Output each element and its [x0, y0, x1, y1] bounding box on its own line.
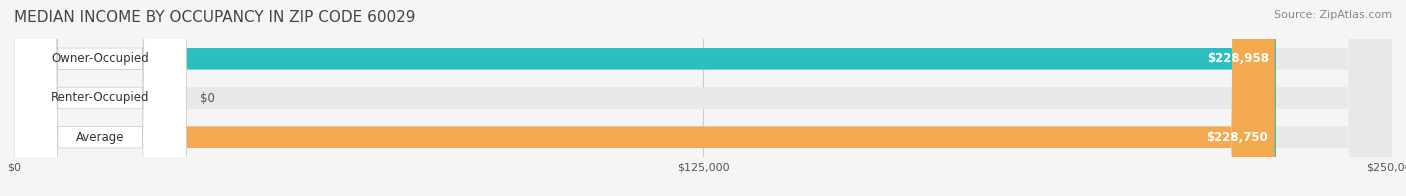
Text: Average: Average [76, 131, 124, 144]
FancyBboxPatch shape [14, 0, 1275, 196]
Text: $228,750: $228,750 [1206, 131, 1268, 144]
Text: Renter-Occupied: Renter-Occupied [51, 92, 149, 104]
Text: $228,958: $228,958 [1208, 52, 1270, 65]
FancyBboxPatch shape [14, 0, 1277, 196]
FancyBboxPatch shape [14, 0, 1392, 196]
FancyBboxPatch shape [14, 0, 1392, 196]
FancyBboxPatch shape [14, 0, 186, 196]
Text: MEDIAN INCOME BY OCCUPANCY IN ZIP CODE 60029: MEDIAN INCOME BY OCCUPANCY IN ZIP CODE 6… [14, 10, 416, 25]
Text: Source: ZipAtlas.com: Source: ZipAtlas.com [1274, 10, 1392, 20]
FancyBboxPatch shape [14, 0, 1392, 196]
Text: Owner-Occupied: Owner-Occupied [51, 52, 149, 65]
Text: $0: $0 [200, 92, 215, 104]
FancyBboxPatch shape [14, 0, 186, 196]
FancyBboxPatch shape [14, 0, 186, 196]
